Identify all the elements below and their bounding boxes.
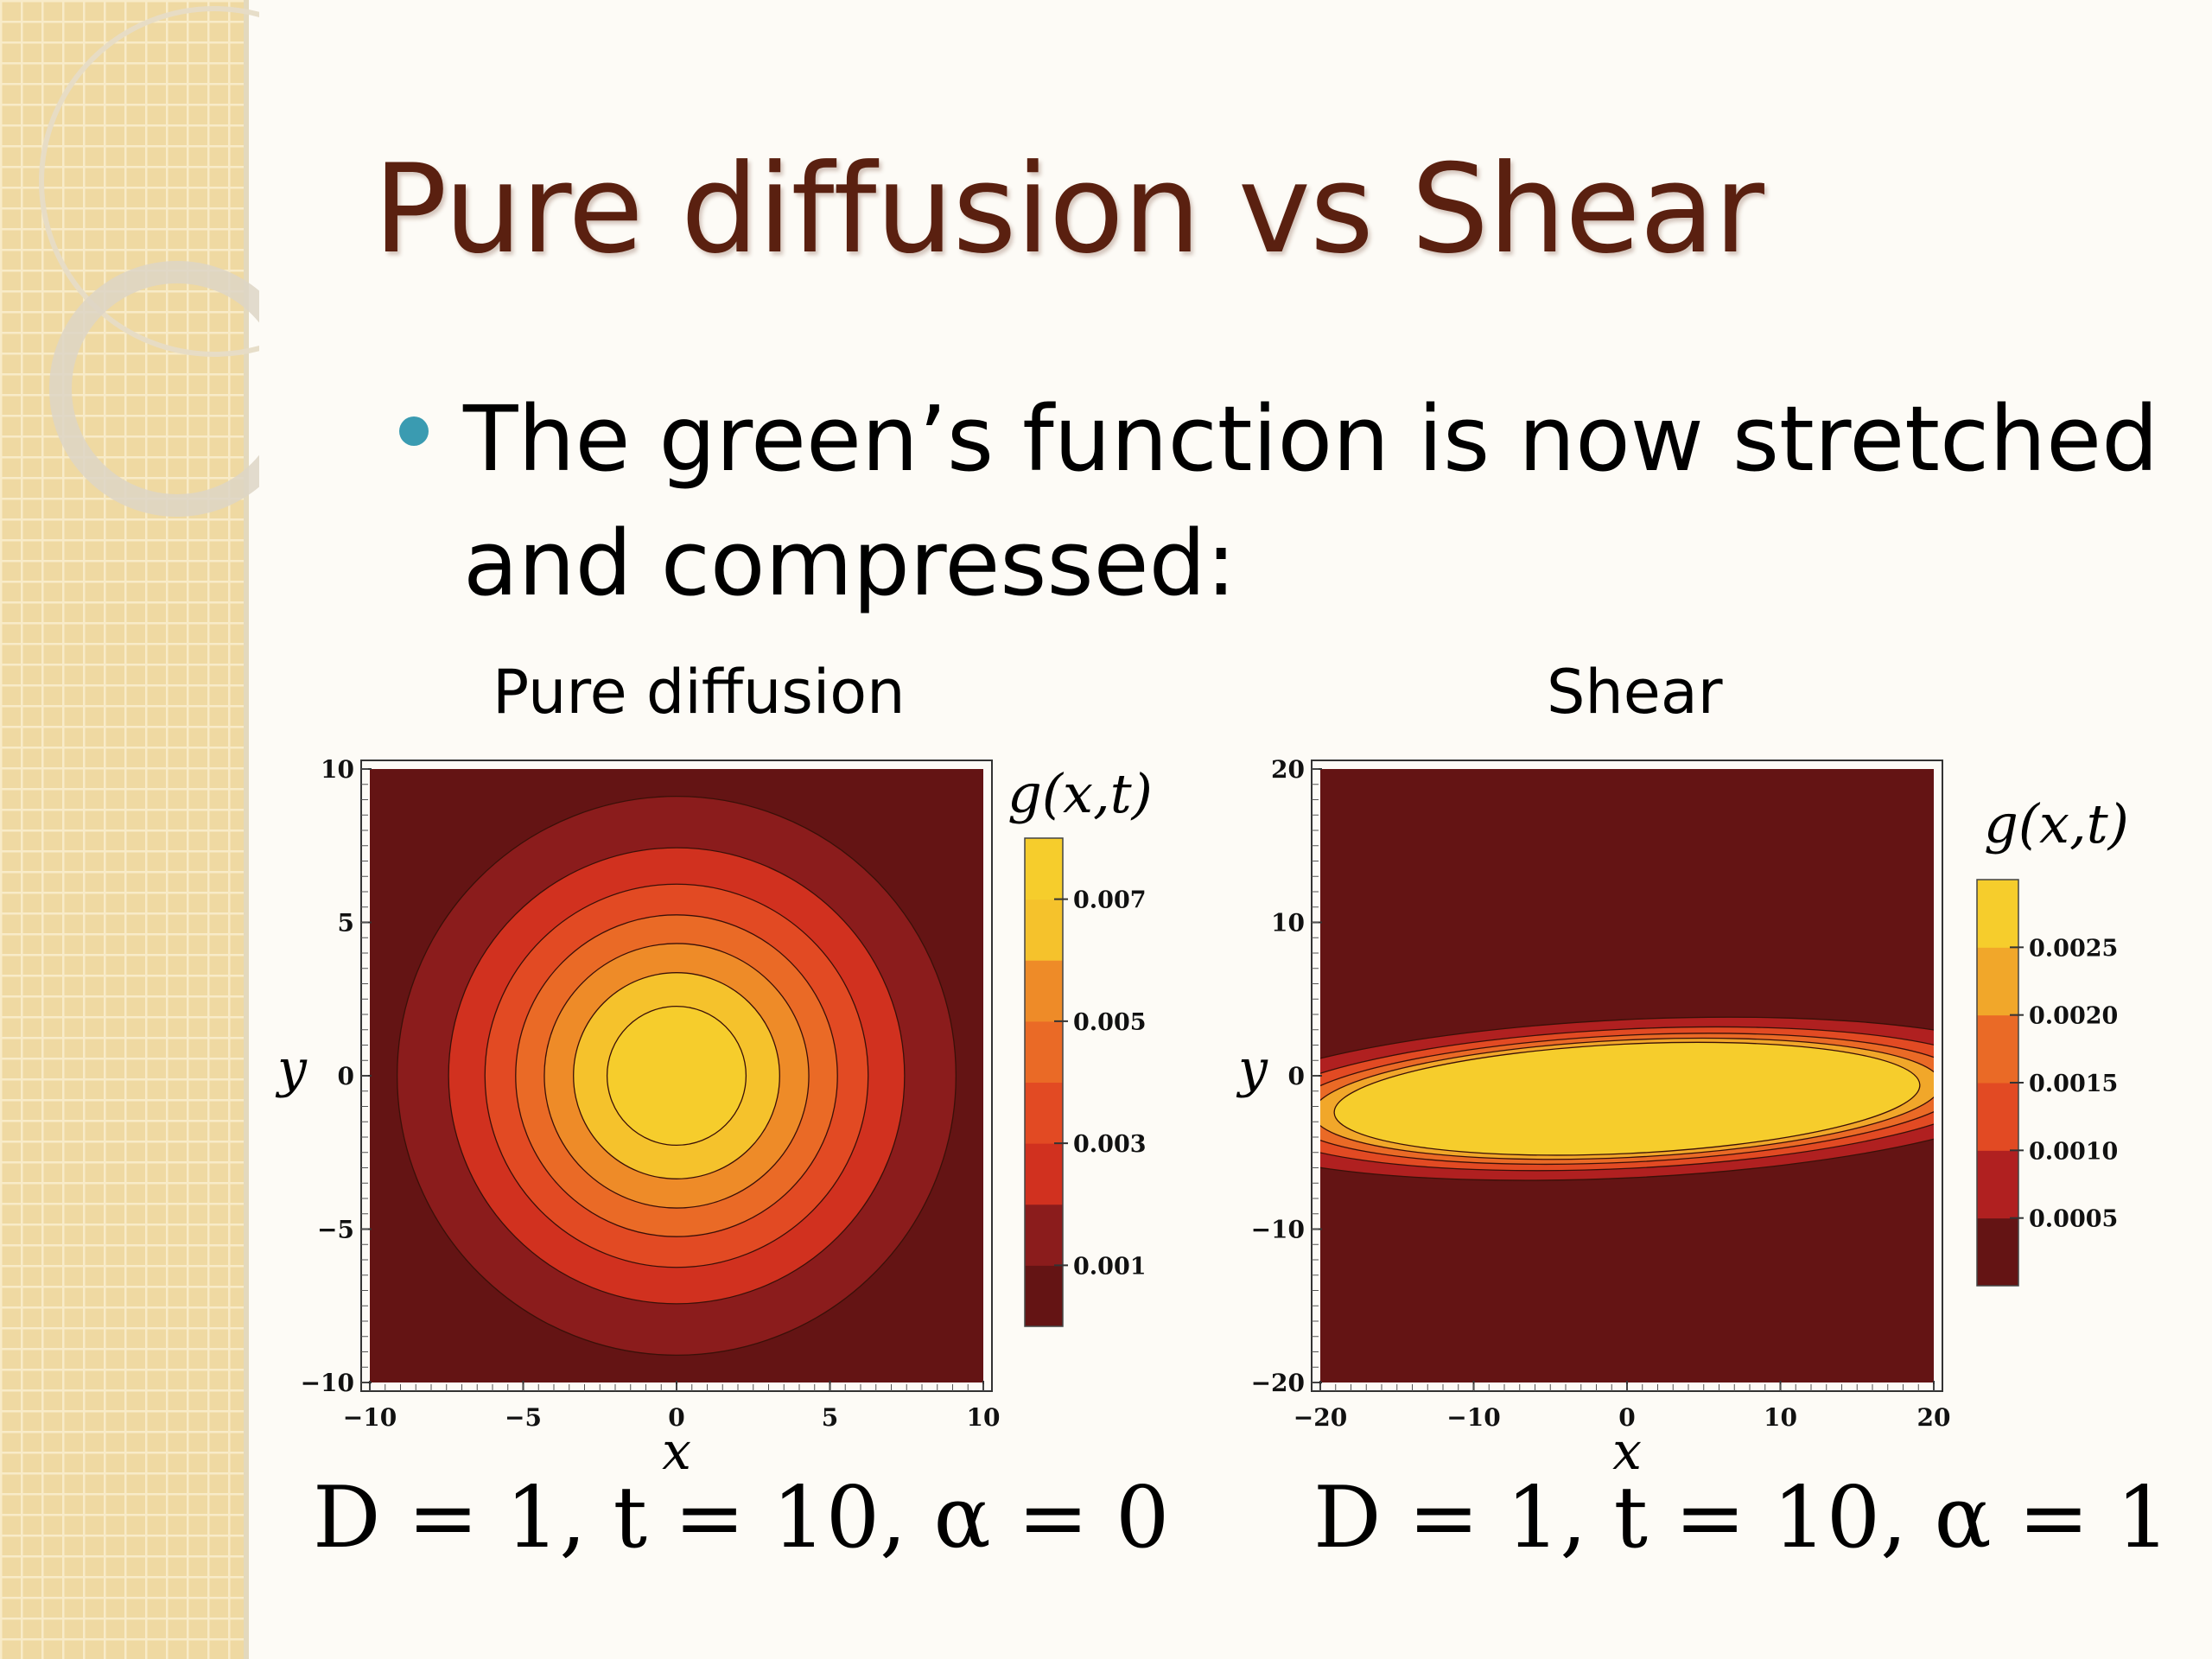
y-tick-label: 0 xyxy=(1288,1062,1305,1090)
bullet-text: The green’s function is now stretched an… xyxy=(463,386,2159,616)
colorbar-band xyxy=(1025,1204,1063,1266)
colorbar-band xyxy=(1025,1265,1063,1327)
colorbar-band xyxy=(1977,1083,2018,1151)
y-tick-label: −20 xyxy=(1251,1369,1305,1397)
x-tick-label: 20 xyxy=(1917,1403,1951,1432)
plot-area xyxy=(370,769,983,1382)
right-params: D = 1, t = 10, α = 1 xyxy=(1313,1469,2171,1567)
x-tick-label: 10 xyxy=(967,1403,1001,1432)
colorbar-label: g(x,t) xyxy=(1984,792,2129,855)
colorbar-tick-label: 0.0020 xyxy=(2029,1003,2118,1030)
x-tick-label: −20 xyxy=(1294,1403,1347,1432)
y-tick-label: 10 xyxy=(321,755,354,784)
colorbar-frame xyxy=(1024,837,1064,1327)
colorbar-tick-label: 0.003 xyxy=(1073,1131,1147,1158)
decorative-rings xyxy=(39,6,259,517)
y-axis-label: y xyxy=(1236,1039,1268,1099)
plot-area xyxy=(1320,769,1934,1382)
colorbar-tick-label: 0.0015 xyxy=(2029,1071,2118,1097)
colorbar-tick-label: 0.0005 xyxy=(2029,1206,2118,1233)
contour-level xyxy=(606,1005,747,1147)
colorbar-band xyxy=(1977,1217,2018,1287)
colorbar-band xyxy=(1025,838,1063,900)
colorbar-band xyxy=(1025,1082,1063,1144)
y-tick-label: −5 xyxy=(317,1216,354,1244)
x-tick-label: 0 xyxy=(668,1403,684,1432)
x-axis-label: x xyxy=(1612,1421,1642,1482)
x-tick-label: 10 xyxy=(1764,1403,1797,1432)
colorbar-tick-label: 0.007 xyxy=(1073,887,1147,914)
y-tick-label: 20 xyxy=(1271,755,1305,784)
colorbar-band xyxy=(1977,947,2018,1016)
colorbar-band xyxy=(1025,960,1063,1022)
x-tick-label: −10 xyxy=(343,1403,397,1432)
colorbar-band xyxy=(1025,1143,1063,1205)
bullet-dot xyxy=(399,416,429,446)
colorbar-band xyxy=(1977,1014,2018,1084)
x-axis-label: x xyxy=(662,1421,691,1482)
y-tick-label: 5 xyxy=(338,909,354,938)
y-tick-label: −10 xyxy=(1251,1216,1305,1244)
x-tick-label: 0 xyxy=(1618,1403,1635,1432)
contour-level xyxy=(1333,1041,1921,1156)
right-panel-label: Shear xyxy=(1547,657,1723,728)
colorbar-band xyxy=(1025,1020,1063,1083)
colorbar-band xyxy=(1977,880,2018,948)
y-axis-label: y xyxy=(275,1039,308,1099)
colorbar-tick-label: 0.001 xyxy=(1073,1253,1147,1280)
left-params: D = 1, t = 10, α = 0 xyxy=(313,1469,1170,1567)
colorbar-band xyxy=(1977,1150,2018,1219)
colorbar-tick-label: 0.0025 xyxy=(2029,935,2118,962)
colorbar-label: g(x,t) xyxy=(1007,762,1153,825)
colorbar-tick-label: 0.0010 xyxy=(2029,1138,2118,1165)
sidebar-edge xyxy=(244,0,249,1659)
y-tick-label: 10 xyxy=(1271,909,1305,938)
y-tick-label: −10 xyxy=(301,1369,354,1397)
x-tick-label: 5 xyxy=(822,1403,838,1432)
y-tick-label: 0 xyxy=(338,1062,354,1090)
left-panel-label: Pure diffusion xyxy=(493,657,906,728)
pure-diffusion-contour-plot: −10 −5 0 5 10 −10 −5 0 5 10 x y 0.001 0.003 0.005 0.007… xyxy=(275,755,1153,1482)
slide-title: Pure diffusion vs Shear xyxy=(373,138,1764,281)
colorbar-band xyxy=(1025,899,1063,961)
colorbar-tick-label: 0.005 xyxy=(1073,1009,1147,1036)
shear-contour-plot: −20 −10 0 10 20 −20 −10 0 10 20 x y 0.0005 0.0010 0.00… xyxy=(1236,755,2129,1482)
x-tick-label: −5 xyxy=(505,1403,542,1432)
x-tick-label: −10 xyxy=(1446,1403,1500,1432)
